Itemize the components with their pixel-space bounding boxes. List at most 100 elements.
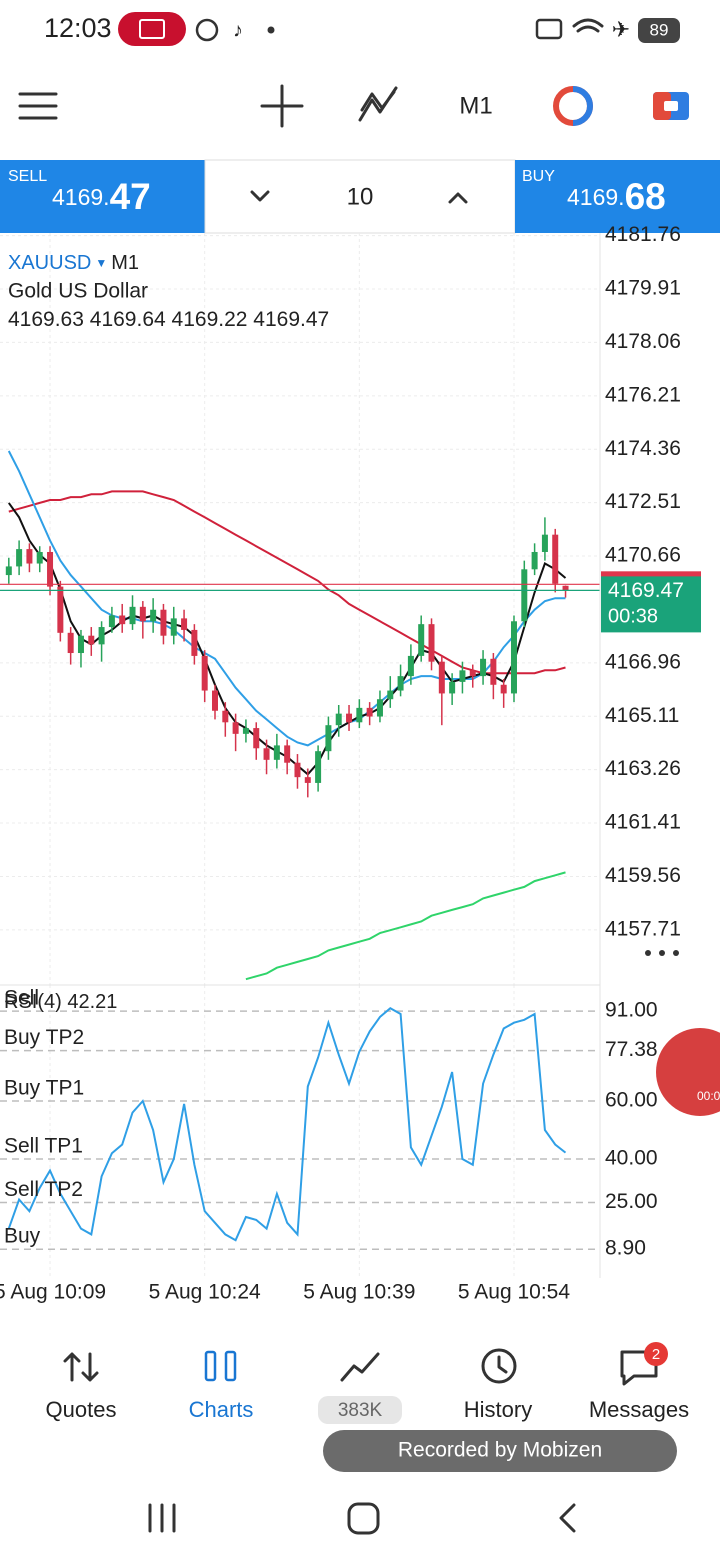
- countdown: 00:38: [608, 606, 658, 628]
- y-tick-label: 4178.06: [605, 330, 681, 353]
- nav-label[interactable]: Messages: [589, 1397, 689, 1422]
- candle-body: [531, 551, 538, 570]
- candle-body: [490, 658, 497, 685]
- back-button[interactable]: [559, 1503, 576, 1533]
- candle-body: [119, 615, 126, 625]
- candle-body: [469, 670, 476, 677]
- more-button[interactable]: [645, 950, 679, 956]
- price-plot: [0, 450, 600, 981]
- volume-up[interactable]: [448, 192, 468, 204]
- y-tick-label: 60.00: [605, 1089, 658, 1112]
- crosshair-button[interactable]: [260, 84, 304, 128]
- nav-label[interactable]: Quotes: [46, 1397, 117, 1422]
- status-time: 12:03: [44, 13, 112, 43]
- indicators-button[interactable]: [358, 86, 398, 122]
- candle-body: [294, 762, 301, 778]
- symbol-header[interactable]: XAUUSD ▼ M1: [8, 252, 139, 274]
- axes: 4181.76 4179.91 4178.06 4176.21 4174.36 4172.…: [0, 223, 701, 1304]
- mobizen-timer: 00:00: [697, 1089, 720, 1103]
- y-tick-label: 91.00: [605, 999, 658, 1022]
- candle-body: [139, 606, 146, 622]
- candle-body: [98, 627, 105, 645]
- timeframe-button[interactable]: M1: [459, 92, 492, 119]
- candle-body: [150, 609, 157, 622]
- y-tick-label: 4179.91: [605, 277, 681, 300]
- recording-pill: [118, 12, 186, 46]
- tiktok-icon: ♪: [233, 19, 243, 41]
- rsi-plot: [0, 1006, 600, 1250]
- ohlc-values: 4169.63 4169.64 4169.22 4169.47: [8, 308, 329, 331]
- rsi-line: [7, 1006, 567, 1242]
- candle-body: [36, 551, 43, 564]
- candle-body: [346, 713, 353, 723]
- x-tick-label: 5 Aug 10:54: [458, 1281, 570, 1304]
- price-grid: [0, 233, 600, 1278]
- candle-body: [562, 585, 569, 591]
- menu-button[interactable]: [18, 92, 58, 120]
- rsi-title: RSI(4): [4, 991, 62, 1013]
- current-price: 4169.47: [608, 579, 684, 602]
- sell-bg: [0, 160, 205, 233]
- y-tick-label: 4165.11: [605, 704, 679, 727]
- ohlc-low: 4169.22: [172, 308, 248, 331]
- recorded-text: Recorded by Mobizen: [398, 1439, 602, 1462]
- candle-body: [26, 549, 33, 564]
- trade-nav-pill: [318, 1396, 402, 1424]
- y-tick-label: 4161.41: [605, 811, 681, 834]
- menu-icon: [18, 92, 58, 120]
- buy-price-small: 4169.: [567, 184, 625, 210]
- buy-bg: [515, 160, 720, 233]
- candle-body: [335, 713, 342, 726]
- candle-body: [449, 681, 456, 694]
- sell-price: 4169.47: [52, 176, 151, 217]
- volume-down[interactable]: [250, 190, 270, 202]
- recents-button[interactable]: [148, 1503, 176, 1533]
- current-price-box: [601, 576, 701, 633]
- candle-body: [521, 569, 528, 622]
- y-tick-label: 4163.26: [605, 757, 681, 780]
- level-name: Buy TP2: [4, 1026, 84, 1049]
- airplane-icon: ✈: [612, 17, 630, 42]
- mobizen-bubble[interactable]: [656, 1028, 720, 1116]
- candle-body: [181, 618, 188, 630]
- y-tick-label: 4157.71: [605, 917, 681, 940]
- candle-body: [387, 690, 394, 700]
- y-tick-label: 4159.56: [605, 864, 681, 887]
- candle-body: [284, 745, 291, 763]
- candle-body: [212, 690, 218, 711]
- battery-level: 89: [650, 20, 669, 39]
- more-dot: [645, 950, 651, 956]
- candle-body: [552, 534, 559, 584]
- volume-value[interactable]: 10: [347, 183, 374, 210]
- nav-label[interactable]: Charts: [189, 1397, 254, 1422]
- buy-button[interactable]: BUY 4169.68: [515, 160, 720, 233]
- quotes-icon: [63, 1352, 99, 1382]
- y-tick-label: 4172.51: [605, 490, 681, 513]
- candle-body: [16, 549, 23, 567]
- y-tick-label: 40.00: [605, 1147, 658, 1170]
- nav-label[interactable]: 383K: [338, 1400, 383, 1421]
- sell-price-big: 47: [110, 176, 151, 217]
- candle-body: [366, 707, 373, 717]
- x-tick-label: 5 Aug 10:24: [149, 1281, 261, 1304]
- home-button[interactable]: [347, 1502, 380, 1535]
- level-name: Sell TP1: [4, 1135, 83, 1158]
- candle-body: [57, 586, 64, 633]
- y-tick-label: 8.90: [605, 1237, 646, 1260]
- history-icon: [481, 1348, 517, 1384]
- y-tick-label: 4181.76: [605, 223, 681, 246]
- nav-labels: Quotes Charts 383K History Messages: [46, 1397, 690, 1422]
- candle-body: [376, 699, 383, 717]
- sell-button[interactable]: SELL 4169.47: [0, 160, 205, 233]
- nav-label[interactable]: History: [464, 1397, 532, 1422]
- candle-body: [407, 655, 414, 677]
- candle-body: [191, 629, 198, 656]
- messages-badge: [644, 1342, 668, 1366]
- whatsapp-icon: [195, 18, 219, 42]
- cast-icon: [535, 18, 563, 40]
- candle-body: [356, 707, 363, 723]
- objects-icon-half: [572, 86, 593, 126]
- ohlc-close: 4169.47: [253, 308, 329, 331]
